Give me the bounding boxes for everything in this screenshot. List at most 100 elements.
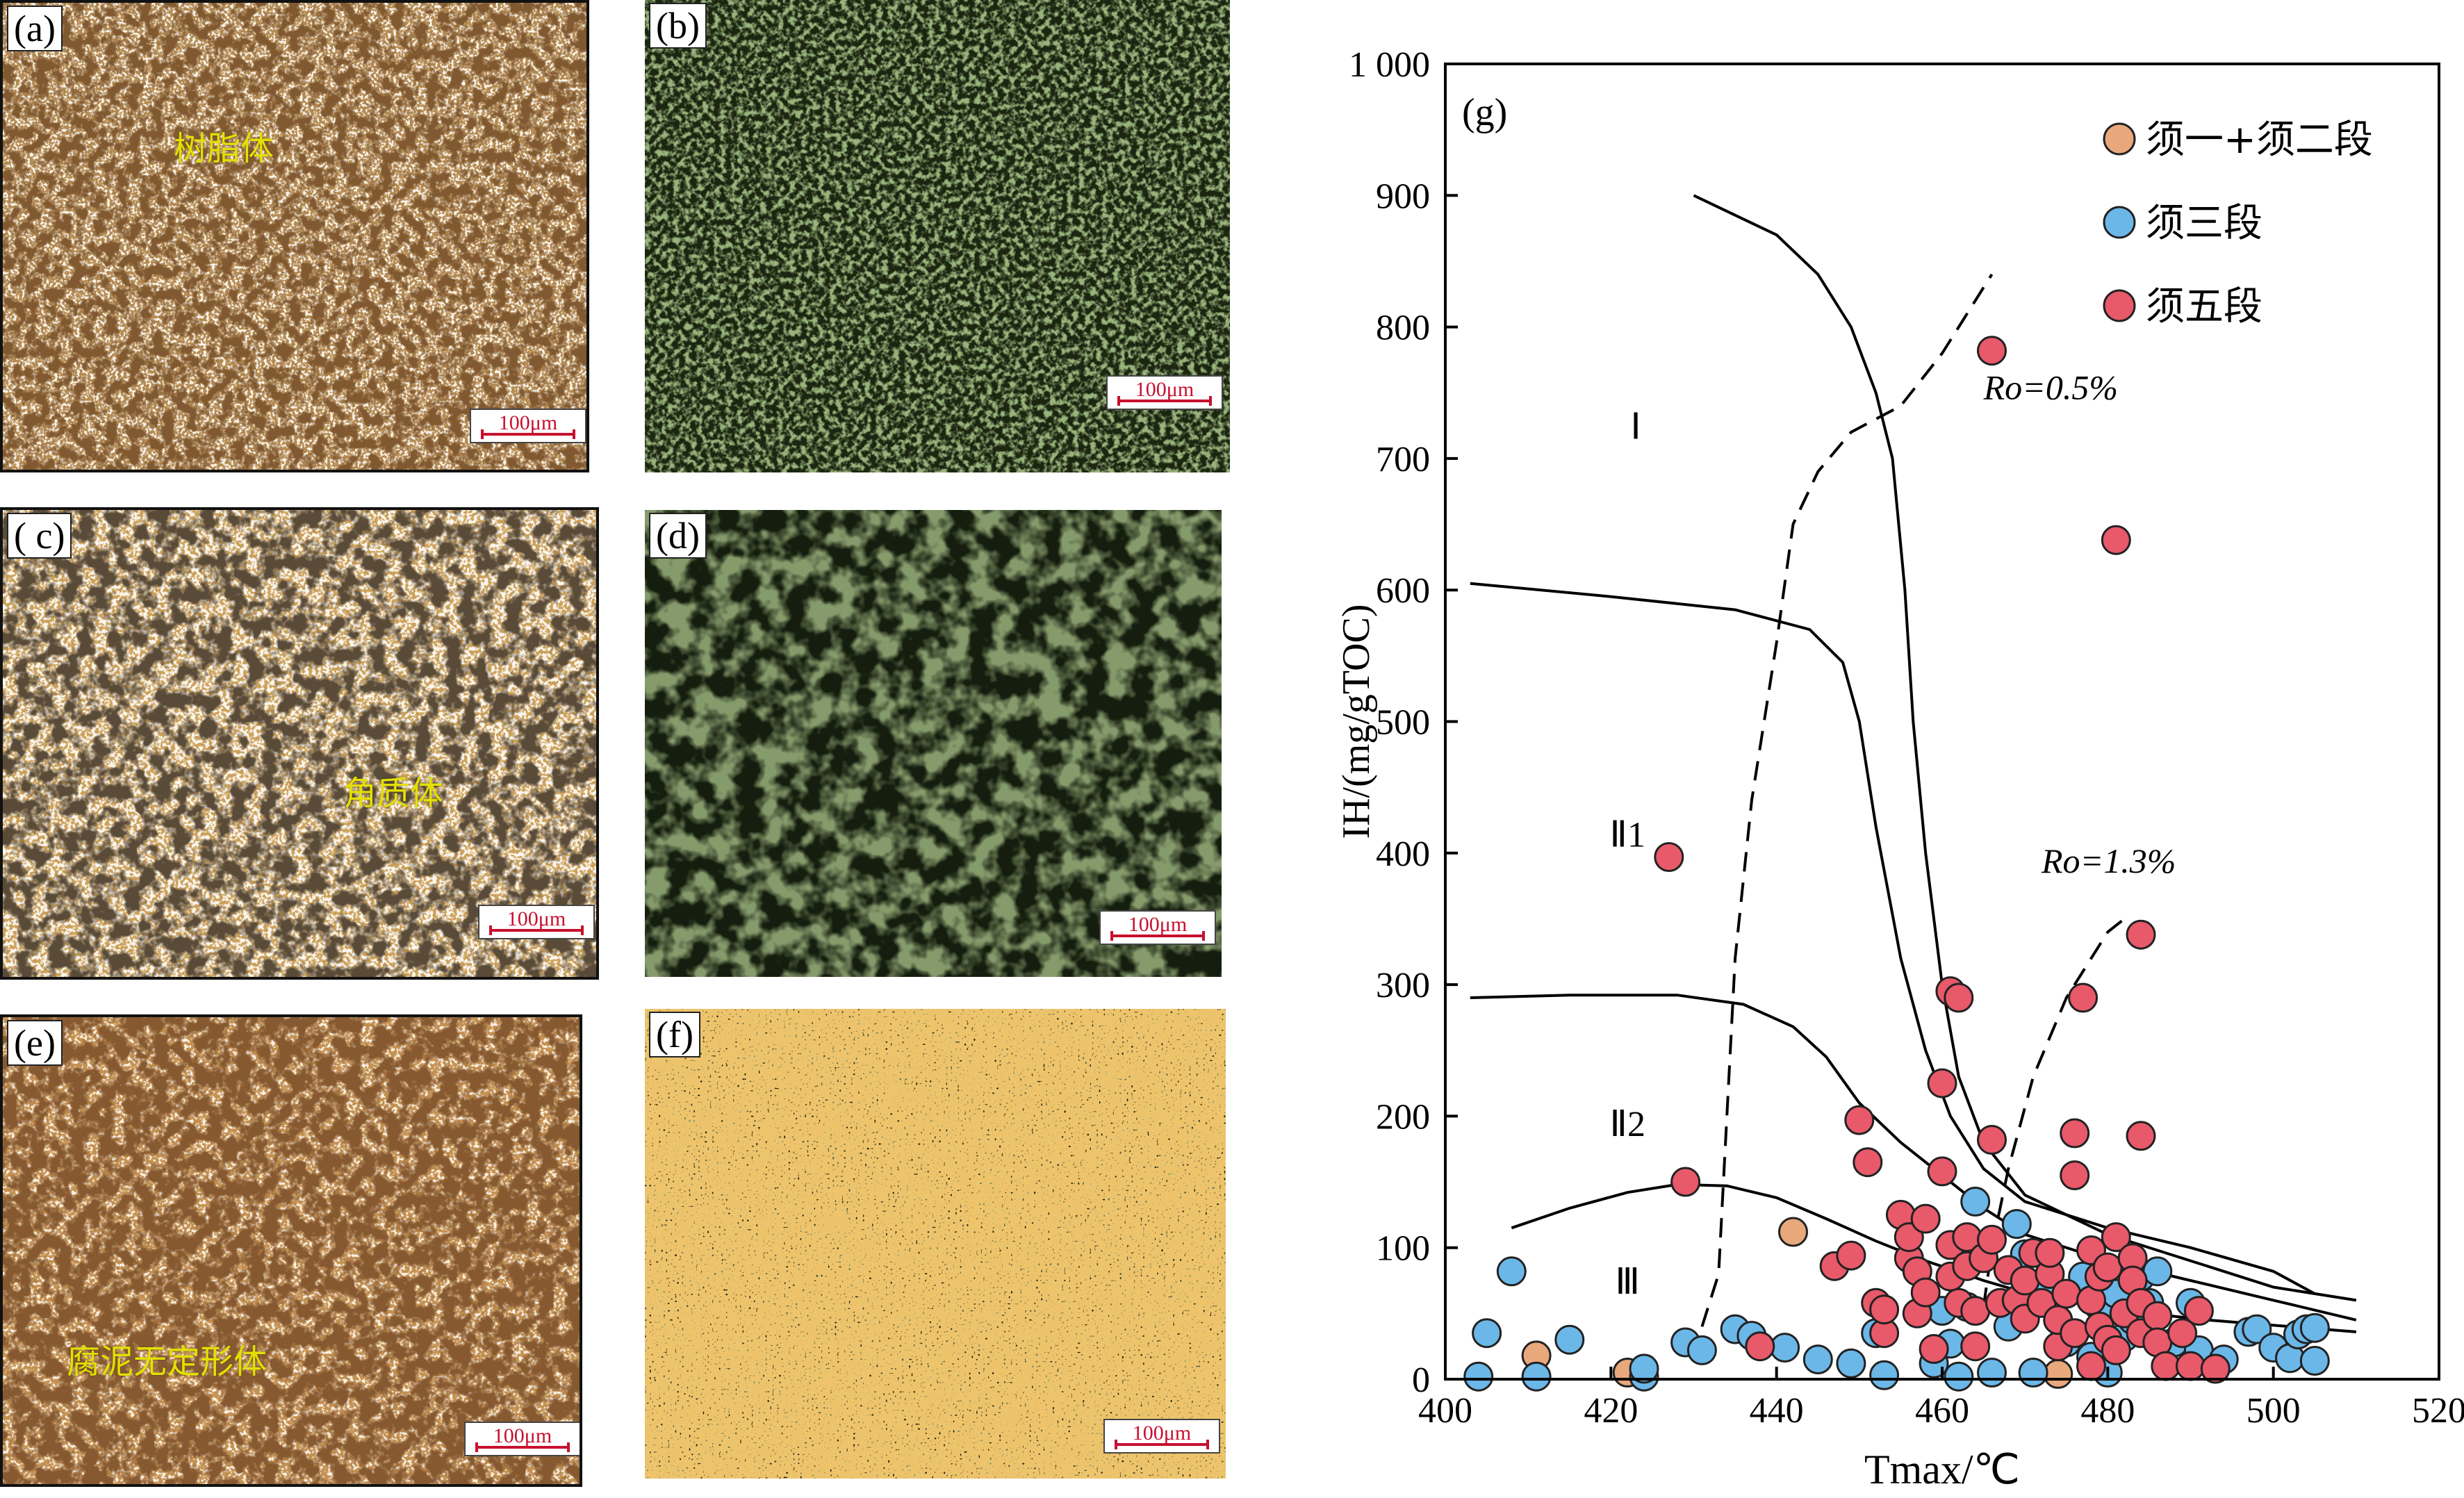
data-point-series-2 — [2242, 1314, 2272, 1344]
y-tick-label: 700 — [1376, 440, 1430, 479]
data-point-series-2 — [2299, 1346, 2330, 1376]
ro-0-5-line — [1700, 273, 1994, 1327]
data-point-series-2 — [2142, 1256, 2173, 1287]
ro-1-3-line — [1982, 917, 2126, 1308]
micrograph-panel-a: (a) 树脂体 100μm — [0, 0, 589, 472]
micrograph-panel-d: (d) 100μm — [645, 510, 1222, 977]
region-label: Ⅱ1 — [1609, 815, 1645, 855]
y-tick-label: 400 — [1376, 834, 1430, 874]
legend-marker — [2103, 122, 2136, 156]
data-point-series-3 — [1745, 1331, 1775, 1362]
data-point-series-3 — [2176, 1351, 2206, 1381]
data-point-series-3 — [1869, 1294, 1900, 1325]
data-point-series-3 — [2126, 919, 2156, 950]
maceral-annotation: 角质体 — [343, 774, 444, 813]
data-point-series-3 — [2092, 1252, 2123, 1283]
scale-bar-label: 100μm — [498, 411, 558, 434]
data-point-series-1 — [1778, 1217, 1808, 1247]
x-tick-label: 440 — [1750, 1391, 1804, 1431]
x-tick-label: 420 — [1584, 1391, 1638, 1431]
legend-marker — [2103, 206, 2136, 239]
panel-label: (d) — [649, 513, 707, 559]
data-point-series-1 — [2043, 1358, 2073, 1389]
scale-bar: 100μm — [1099, 910, 1216, 945]
chart-text: 400 420 440 460 480 500 520 0 100 200 300 400 500 600… — [1335, 45, 2464, 1492]
region-label: Ⅱ2 — [1609, 1105, 1645, 1144]
scale-bar: 100μm — [1106, 375, 1223, 410]
data-point-series-2 — [1977, 1358, 2007, 1388]
data-point-series-3 — [2060, 1160, 2090, 1191]
data-point-series-2 — [1960, 1186, 1991, 1217]
maceral-annotation: 腐泥无定形体 — [67, 1342, 268, 1381]
y-tick-label: 300 — [1376, 966, 1430, 1005]
region-label: Ⅰ — [1630, 408, 1641, 447]
data-point-series-2 — [1629, 1353, 1659, 1384]
micrograph-texture — [3, 1017, 580, 1484]
data-point-series-2 — [1836, 1348, 1866, 1378]
micrograph-texture — [645, 1009, 1226, 1479]
x-tick-label: 480 — [2080, 1391, 2135, 1431]
data-point-series-3 — [2076, 1351, 2106, 1381]
ro-annotation: Ro=1.3% — [2041, 841, 2176, 880]
data-point-series-3 — [2151, 1351, 2181, 1381]
data-point-series-2 — [1686, 1335, 1717, 1365]
data-point-series-3 — [1844, 1105, 1875, 1135]
boundary-curve-type-3 — [1511, 1183, 2356, 1333]
micrograph-panel-f: (f) 100μm — [645, 1009, 1226, 1479]
scale-bar-label: 100μm — [1132, 1422, 1192, 1444]
data-point-series-2 — [1802, 1344, 1833, 1375]
data-point-series-3 — [1977, 336, 2007, 366]
y-tick-label: 200 — [1376, 1097, 1430, 1137]
data-point-series-3 — [2167, 1318, 2198, 1349]
micrograph-panel-e: (e) 腐泥无定形体 100μm — [0, 1014, 582, 1487]
scale-bar: 100μm — [1103, 1419, 1220, 1454]
y-tick-label: 600 — [1376, 571, 1430, 611]
legend-label: 须五段 — [2146, 284, 2262, 329]
axes — [1444, 63, 2440, 1381]
scale-bar-label: 100μm — [493, 1424, 552, 1447]
data-point-series-3 — [2068, 982, 2098, 1013]
x-tick-label: 400 — [1418, 1391, 1472, 1431]
panel-label: ( c) — [7, 513, 72, 559]
scale-bar: 100μm — [464, 1422, 580, 1456]
data-point-series-2 — [1521, 1361, 1552, 1392]
x-tick-label: 500 — [2247, 1391, 2301, 1431]
y-tick-label: 0 — [1412, 1360, 1430, 1400]
data-point-series-3 — [2101, 1222, 2131, 1253]
micrograph-panel-c: ( c) 角质体 100μm — [0, 507, 599, 980]
micrograph-texture — [3, 510, 596, 977]
scale-bar-label: 100μm — [1128, 913, 1188, 936]
data-point-series-2 — [1463, 1361, 1494, 1392]
data-point-series-3 — [2142, 1301, 2173, 1331]
data-point-series-2 — [1554, 1324, 1585, 1355]
data-point-series-3 — [1977, 1125, 2007, 1155]
data-point-series-3 — [2101, 1335, 2131, 1365]
data-point-series-3 — [1927, 1156, 1957, 1187]
data-point-series-3 — [2051, 1278, 2082, 1309]
panel-label: (a) — [7, 6, 63, 51]
x-tick-label: 460 — [1915, 1391, 1969, 1431]
data-point-series-3 — [1853, 1147, 1883, 1178]
x-axis-label: Tmax/℃ — [1864, 1447, 2020, 1492]
data-point-series-3 — [1910, 1277, 1941, 1308]
data-point-series-2 — [1496, 1256, 1527, 1287]
maceral-annotation: 树脂体 — [174, 129, 274, 168]
data-point-series-3 — [1836, 1240, 1866, 1271]
micrograph-texture — [645, 510, 1222, 977]
data-point-series-3 — [1927, 1068, 1957, 1098]
data-point-series-2 — [1770, 1333, 1800, 1363]
legend-label: 须一+须二段 — [2146, 117, 2373, 163]
data-point-series-3 — [1670, 1167, 1701, 1197]
data-point-series-3 — [1910, 1203, 1941, 1234]
data-point-series-3 — [1919, 1334, 1949, 1364]
legend-label: 须三段 — [2146, 201, 2262, 246]
data-point-series-2 — [2299, 1312, 2330, 1343]
panel-label: (e) — [7, 1020, 63, 1066]
scale-bar-label: 100μm — [507, 907, 566, 930]
y-tick-label: 900 — [1376, 176, 1430, 216]
x-tick-label: 520 — [2412, 1391, 2464, 1431]
micrograph-texture — [3, 3, 586, 470]
data-point-series-3 — [1960, 1296, 1991, 1326]
data-point-series-2 — [2018, 1358, 2048, 1388]
